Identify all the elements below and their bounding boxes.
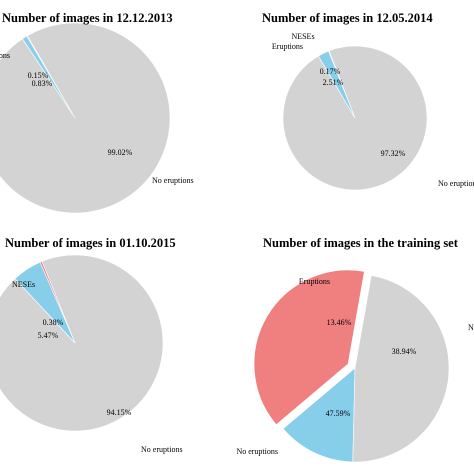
slice-name-eruptions: Eruptions bbox=[272, 42, 303, 51]
pie-slice-neses bbox=[253, 269, 365, 426]
pct-label-eruptions: 5.47% bbox=[38, 331, 59, 340]
pct-label-eruptions: 13.46% bbox=[327, 318, 352, 327]
pct-label-neses: 0.38% bbox=[43, 318, 64, 327]
pie-title-2015: Number of images in 01.10.2015 bbox=[5, 236, 176, 250]
slice-name-neses: NESEs bbox=[291, 32, 314, 41]
pct-label-neses: 38.94% bbox=[392, 347, 417, 356]
slice-name-no-eruptions: No eruptions bbox=[236, 447, 278, 456]
pct-label-no-eruptions: 99.02% bbox=[108, 148, 133, 157]
slice-name-no-eruptions: No eruptions bbox=[438, 179, 474, 188]
pct-label-no-eruptions: 97.32% bbox=[381, 149, 406, 158]
pct-label-eruptions: 2.51% bbox=[323, 78, 344, 87]
slice-name-eruptions: Eruptions bbox=[299, 277, 330, 286]
pie-slice-no-eruptions bbox=[0, 22, 171, 214]
pie-panel-training-set: Number of images in the training set 38.… bbox=[236, 236, 474, 463]
pie-title-2013: Number of images in 12.12.2013 bbox=[2, 11, 173, 25]
pie-title-training-set: Number of images in the training set bbox=[263, 236, 459, 250]
pie-slice-eruptions bbox=[282, 367, 356, 463]
slice-name-no-eruptions: No eruptions bbox=[141, 445, 183, 454]
pct-label-neses: 0.17% bbox=[320, 67, 341, 76]
pct-label-neses: 0.15% bbox=[28, 71, 49, 80]
pie-panel-2013: Number of images in 12.12.2013 0.15%0.83… bbox=[0, 11, 194, 214]
pie-slice-no-eruptions bbox=[282, 45, 428, 191]
pie-slices bbox=[0, 254, 164, 432]
slice-name-no-eruptions: No eruptions bbox=[152, 176, 194, 185]
pie-slice-no-eruptions bbox=[0, 254, 164, 432]
slice-name-neses: NESEs bbox=[12, 280, 35, 289]
pie-title-2014: Number of images in 12.05.2014 bbox=[262, 11, 433, 25]
pie-panel-2015: Number of images in 01.10.2015 0.38% 5.47… bbox=[0, 236, 183, 454]
pct-label-eruptions: 0.83% bbox=[32, 79, 53, 88]
pie-panel-2014: Number of images in 12.05.2014 0.17% 2.51… bbox=[262, 11, 474, 191]
pie-slices bbox=[0, 22, 171, 214]
pct-label-no-eruptions: 94.15% bbox=[107, 408, 132, 417]
slice-name-eruptions: Eruptions bbox=[0, 51, 10, 60]
pie-slices bbox=[253, 269, 450, 463]
pct-label-no-eruptions: 47.59% bbox=[326, 409, 351, 418]
pie-slice-no-eruptions bbox=[352, 275, 450, 463]
slice-name-neses: NESEs bbox=[468, 323, 474, 332]
pie-slices bbox=[282, 45, 428, 191]
